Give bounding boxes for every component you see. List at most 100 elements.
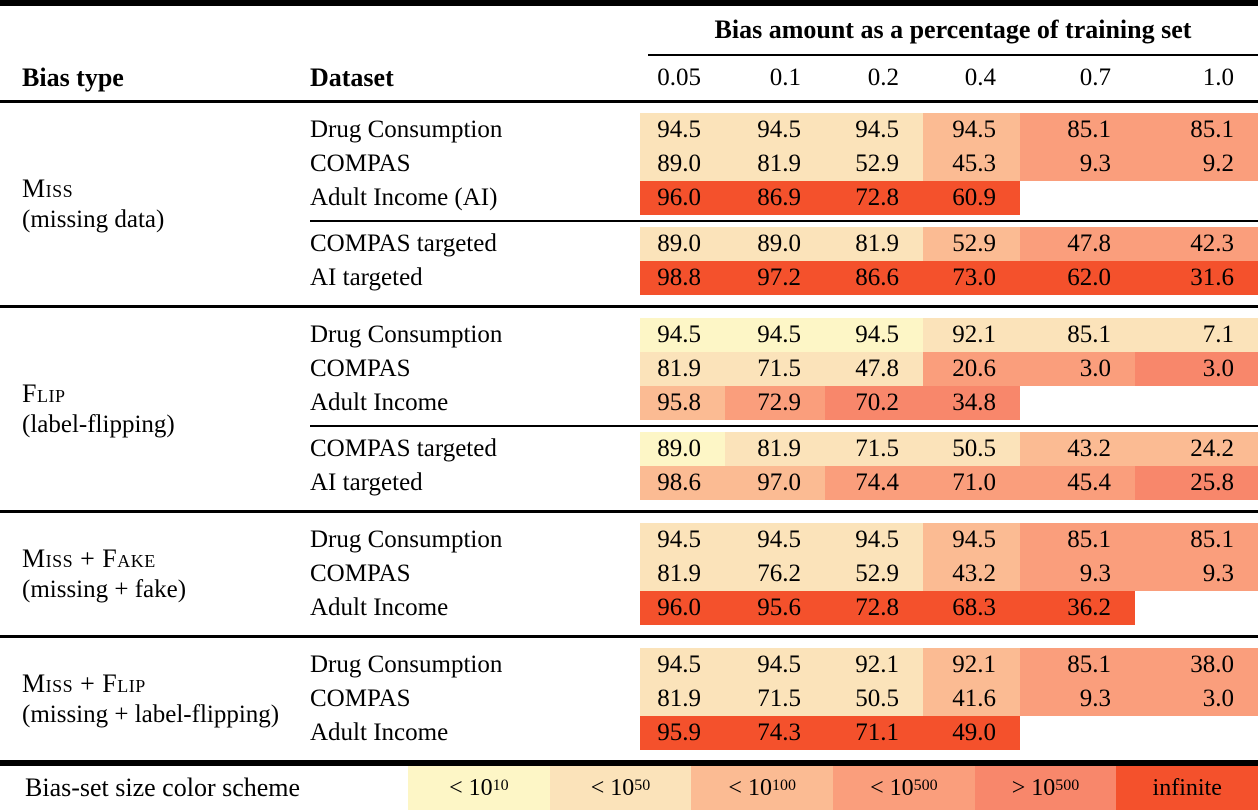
value-cell: 52.9 (825, 557, 923, 591)
table-row: COMPAS 81.9 71.5 50.5 41.6 9.3 3.0 (310, 682, 1258, 716)
value-cell: 70.2 (825, 386, 923, 420)
dataset-label: COMPAS (310, 685, 411, 712)
dataset-label: COMPAS (310, 560, 411, 587)
value-cell: 42.3 (1135, 227, 1258, 261)
table-row: Drug Consumption 94.5 94.5 94.5 94.5 85.1 85.1 (310, 523, 1258, 557)
value-cell: 34.8 (923, 386, 1020, 420)
col-header-dataset: Dataset (310, 63, 394, 92)
section-rule (0, 510, 1258, 513)
dataset-label: Drug Consumption (310, 321, 503, 348)
table-row: COMPAS 81.9 76.2 52.9 43.2 9.3 9.3 (310, 557, 1258, 591)
value-cell: 60.9 (923, 181, 1020, 215)
group-divider (310, 215, 1258, 227)
value-cell: 49.0 (923, 716, 1020, 750)
bias-type-label: Miss + Flip (22, 669, 146, 698)
value-cell: 89.0 (640, 432, 725, 466)
legend-cell: < 10 50 (549, 766, 692, 810)
value-cell: 9.3 (1020, 557, 1135, 591)
value-cell (1020, 716, 1135, 750)
value-cell: 45.4 (1020, 466, 1135, 500)
legend-cell-text: < 10 (870, 774, 914, 801)
value-cell: 92.1 (923, 648, 1020, 682)
value-cell: 94.5 (640, 523, 725, 557)
column-header-row: Bias type Dataset 0.05 0.1 0.2 0.4 0.7 1.0 (0, 56, 1258, 100)
value-cell: 31.6 (1135, 261, 1258, 295)
table-row: COMPAS 81.9 71.5 47.8 20.6 3.0 3.0 (310, 352, 1258, 386)
value-cell: 85.1 (1020, 648, 1135, 682)
value-cell: 89.0 (640, 227, 725, 261)
value-cell: 47.8 (825, 352, 923, 386)
value-cell: 97.2 (725, 261, 825, 295)
bias-type-label: Miss + Fake (22, 544, 156, 573)
col-header-bias-type: Bias type (22, 63, 124, 92)
value-cell: 85.1 (1020, 318, 1135, 352)
value-cell: 68.3 (923, 591, 1020, 625)
value-cell: 98.6 (640, 466, 725, 500)
value-cell: 71.5 (725, 682, 825, 716)
value-cell (1135, 591, 1258, 625)
value-cell: 50.5 (825, 682, 923, 716)
dataset-label: Drug Consumption (310, 116, 503, 143)
value-cell: 20.6 (923, 352, 1020, 386)
value-cell: 85.1 (1135, 113, 1258, 147)
value-cell: 85.1 (1020, 523, 1135, 557)
value-cell: 96.0 (640, 181, 725, 215)
value-cell: 92.1 (923, 318, 1020, 352)
bias-section: Flip (label-flipping) Drug Consumption 94.5… (0, 308, 1258, 510)
value-cell: 94.5 (825, 113, 923, 147)
section-rule (0, 635, 1258, 638)
bias-section: Miss (missing data) Drug Consumption 94.5 94… (0, 103, 1258, 305)
value-cell: 96.0 (640, 591, 725, 625)
bias-type-desc: (missing + fake) (22, 576, 187, 603)
legend-cell-text: infinite (1152, 774, 1222, 801)
value-cell (1135, 386, 1258, 420)
value-cell: 9.3 (1020, 147, 1135, 181)
legend-cell: < 10 500 (833, 766, 975, 810)
pct-header-cell: 0.4 (964, 64, 996, 91)
value-cell: 45.3 (923, 147, 1020, 181)
bias-type-desc: (missing + label-flipping) (22, 701, 280, 728)
bias-type-cell: Miss (missing data) (0, 113, 310, 295)
table-row: AI targeted 98.8 97.2 86.6 73.0 62.0 31.6 (310, 261, 1258, 295)
value-cell (1135, 716, 1258, 750)
legend-cell-text: > 10 (1011, 774, 1056, 801)
pct-header-cell: 0.1 (769, 64, 801, 91)
value-cell (1020, 181, 1135, 215)
value-cell: 9.3 (1135, 557, 1258, 591)
table-row: COMPAS targeted 89.0 89.0 81.9 52.9 47.8 42.3 (310, 227, 1258, 261)
value-cell: 3.0 (1135, 352, 1258, 386)
value-cell: 72.9 (725, 386, 825, 420)
value-cell: 89.0 (640, 147, 725, 181)
dataset-label: Adult Income (AI) (310, 184, 498, 211)
value-cell: 72.8 (825, 181, 923, 215)
bias-type-cell: Flip (label-flipping) (0, 318, 310, 500)
header-span-spacer (0, 6, 648, 56)
bias-type-cell: Miss + Flip (missing + label-flipping) (0, 648, 310, 750)
dataset-groups: Drug Consumption 94.5 94.5 92.1 92.1 85.1 38.0… (310, 648, 1258, 750)
value-cell: 71.5 (825, 432, 923, 466)
dataset-label: Adult Income (310, 389, 449, 416)
value-cell: 62.0 (1020, 261, 1135, 295)
value-cell: 94.5 (725, 318, 825, 352)
value-cell: 95.6 (725, 591, 825, 625)
group-divider (310, 420, 1258, 432)
value-cell: 47.8 (1020, 227, 1135, 261)
table-row: Adult Income (AI) 96.0 86.9 72.8 60.9 (310, 181, 1258, 215)
value-cell: 71.0 (923, 466, 1020, 500)
dataset-label: Adult Income (310, 594, 449, 621)
value-cell: 94.5 (640, 318, 725, 352)
value-cell: 41.6 (923, 682, 1020, 716)
value-cell: 94.5 (725, 523, 825, 557)
value-cell: 81.9 (725, 432, 825, 466)
legend-cell: < 10 10 (408, 766, 550, 810)
value-cell: 85.1 (1020, 113, 1135, 147)
value-cell: 71.5 (725, 352, 825, 386)
bias-type-label: Flip (22, 379, 66, 408)
dataset-label: COMPAS (310, 150, 411, 177)
value-cell: 97.0 (725, 466, 825, 500)
table-row: Drug Consumption 94.5 94.5 94.5 94.5 85.1 85.1 (310, 113, 1258, 147)
value-cell: 85.1 (1135, 523, 1258, 557)
value-cell: 81.9 (640, 682, 725, 716)
value-cell: 94.5 (825, 523, 923, 557)
value-cell: 81.9 (725, 147, 825, 181)
